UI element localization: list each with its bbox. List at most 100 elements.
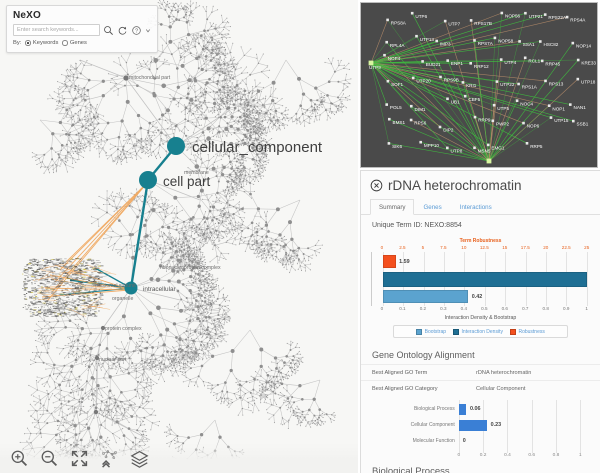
chart-top-axis-title: Term Robustness (459, 238, 502, 244)
help-icon[interactable]: ? (131, 25, 142, 36)
go-row-category-value: Cellular Component (476, 385, 526, 392)
dense-node-cluster[interactable] (22, 258, 117, 318)
search-input[interactable] (13, 24, 100, 36)
legend-item-interaction-density[interactable]: Interaction Density (453, 328, 503, 335)
top-tick: 12.5 (479, 245, 489, 250)
tree-canvas[interactable]: cellular_component cell part intracellul… (0, 0, 358, 473)
tab-interactions[interactable]: Interactions (459, 204, 492, 211)
go-row-term: Best Aligned GO Term rDNA heterochromati… (361, 364, 600, 380)
top-tick: 10 (461, 245, 467, 250)
zoom-in-icon[interactable] (10, 449, 29, 468)
detail-tabs[interactable]: Summary Genes Interactions (361, 198, 600, 215)
label-ribosomal-subunit: ribosomal subunit (95, 283, 136, 289)
view-toolbar[interactable] (0, 443, 358, 473)
top-tick: 7.5 (440, 245, 447, 250)
bottom-tick: 0.9 (563, 306, 570, 311)
bottom-tick: 0.5 (481, 306, 488, 311)
search-row[interactable]: ? (13, 24, 151, 36)
tab-summary[interactable]: Summary (370, 199, 415, 215)
top-tick: 5 (421, 245, 425, 250)
close-circle-icon[interactable] (370, 179, 383, 192)
radio-genes-label: Genes (69, 40, 87, 46)
label-ribonucleoprotein-complex: ribonucleoprotein complex (160, 265, 221, 271)
top-tick: 25 (584, 245, 590, 250)
legend-label-bootstrap: Bootstrap (424, 328, 447, 335)
go-gridline (556, 400, 558, 453)
network-edges (370, 12, 579, 162)
search-by-row[interactable]: By: Keywords Genes (13, 40, 151, 46)
radio-keywords[interactable]: Keywords (25, 40, 58, 46)
label-nuclear-part: nuclear part (99, 357, 127, 363)
tab-genes[interactable]: Genes (423, 204, 442, 211)
robustness-chart: Term Robustness 0 2.5 5 7.5 10 12.5 15 17.5 20 22… (369, 236, 592, 342)
chart-legend[interactable]: Bootstrap Interaction Density Robustness (393, 325, 568, 338)
refresh-icon[interactable] (117, 25, 128, 36)
radio-keywords-label: Keywords (32, 40, 59, 46)
chart-bottom-axis-title: Interaction Density & Bootstrap (444, 315, 517, 321)
bar-bootstrap[interactable] (382, 290, 469, 303)
legend-item-robustness[interactable]: Robustness (509, 328, 545, 335)
detail-header: rDNA heterochromatin (361, 171, 600, 196)
bottom-tick: 0.2 (419, 306, 427, 311)
search-icon[interactable] (103, 25, 114, 36)
go-row-category-key: Best Aligned GO Category (372, 385, 438, 392)
bar-robustness[interactable] (382, 255, 396, 268)
bar-bootstrap-value: 0.42 (471, 293, 483, 300)
go-category-label: Cellular Component (410, 422, 455, 428)
go-row-category: Best Aligned GO Category Cellular Compon… (361, 380, 600, 396)
top-tick: 20 (543, 245, 549, 250)
chevron-down-icon[interactable] (145, 25, 151, 36)
zoom-out-icon[interactable] (40, 449, 59, 468)
biological-process-title: Biological Process (372, 466, 450, 473)
top-tick: 17.5 (520, 245, 530, 250)
legend-label-interaction-density: Interaction Density (461, 328, 503, 335)
go-row-term-value: rDNA heterochromatin (476, 369, 532, 376)
node-cellular-component[interactable] (167, 137, 185, 155)
go-tick: 0.6 (528, 453, 536, 458)
label-organelle: organelle (112, 296, 133, 302)
go-bar[interactable] (458, 403, 467, 415)
app-title: NeXO (13, 10, 42, 21)
radio-keywords-dot[interactable] (25, 40, 31, 46)
node-intracellular[interactable] (124, 281, 138, 295)
label-cell-part: cell part (163, 174, 211, 189)
legend-swatch-robustness (509, 328, 516, 335)
label-mitochondrial-part: mitochondrial part (129, 75, 171, 81)
go-gridline (531, 400, 533, 453)
chart-bottom-ticks: 0 0.1 0.2 0.3 0.4 0.5 0.6 0.7 0.8 0.9 1 (371, 306, 590, 313)
node-cell-part[interactable] (139, 171, 157, 189)
bottom-tick: 1 (585, 306, 588, 311)
term-detail-panel[interactable]: rDNA heterochromatin Summary Genes Inter… (360, 170, 600, 473)
go-tick: 1 (578, 453, 582, 458)
go-alignment-title: Gene Ontology Alignment (372, 350, 475, 360)
go-bar[interactable] (458, 419, 487, 431)
bottom-tick: 0.7 (522, 306, 529, 311)
bottom-tick: 0.1 (399, 306, 406, 311)
bar-interaction-density[interactable] (382, 272, 587, 287)
radio-genes-dot[interactable] (62, 40, 68, 46)
label-intracellular: intracellular (143, 286, 177, 293)
ontology-tree-view[interactable]: cellular_component cell part intracellul… (0, 0, 358, 473)
label-cellular-component: cellular_component (192, 139, 323, 156)
legend-item-bootstrap[interactable]: Bootstrap (416, 328, 447, 335)
highlighted-nodes[interactable] (124, 137, 186, 295)
go-tick: 0 (457, 453, 461, 458)
layers-icon[interactable] (130, 449, 149, 468)
go-gridline (580, 400, 582, 453)
top-tick: 2.5 (399, 245, 406, 250)
go-bar-value: 0.06 (469, 406, 481, 412)
term-title: rDNA heterochromatin (388, 178, 522, 193)
label-membrane: membrane (184, 170, 209, 176)
gene-network-view[interactable]: RPS8A UTP6 UTP7 RPS17B NOP56 UTP21 RPS22A RPS4A… (360, 2, 598, 168)
network-nodes[interactable] (368, 11, 580, 164)
top-tick: 15 (502, 245, 508, 250)
unique-term-id: Unique Term ID: NEXO:8854 (372, 222, 462, 229)
go-row-term-key: Best Aligned GO Term (372, 369, 428, 376)
search-panel[interactable]: NeXO ? By: Keywords (6, 5, 158, 53)
fit-screen-icon[interactable] (70, 449, 89, 468)
radio-genes[interactable]: Genes (62, 40, 87, 46)
collapse-icon[interactable] (100, 449, 119, 468)
go-gridline (507, 400, 509, 453)
